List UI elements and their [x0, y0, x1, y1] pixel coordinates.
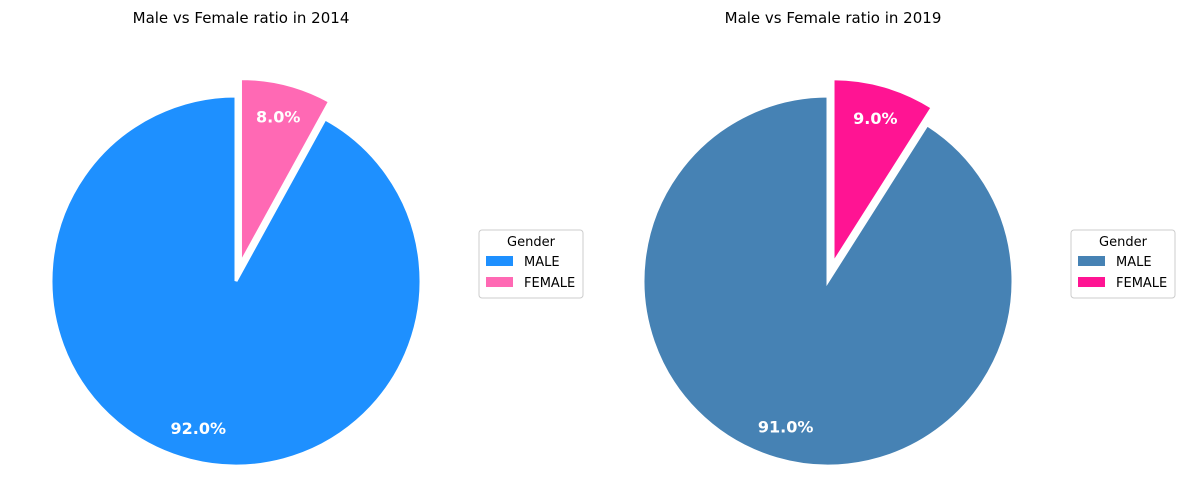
legend-title: Gender [1099, 235, 1148, 250]
legend-swatch-female [1078, 277, 1105, 287]
legend-title: Gender [507, 235, 556, 250]
pie-label-male: 92.0% [171, 419, 227, 438]
legend: Gender MALE FEMALE [478, 229, 584, 299]
legend-swatch-male [486, 256, 513, 266]
pie-labels: 92.0% 8.0% [171, 108, 301, 438]
pie-chart-2014: Male vs Female ratio in 2014 92.0% 8.0% G… [49, 9, 584, 468]
legend-items: MALE FEMALE [486, 255, 575, 291]
pie-slices [641, 77, 1015, 468]
chart-title: Male vs Female ratio in 2019 [725, 9, 942, 27]
pie-slice-female [831, 77, 935, 269]
legend-swatch-female [486, 277, 513, 287]
legend-swatch-male [1078, 256, 1105, 266]
pie-slice-female [238, 77, 332, 265]
legend-label-male: MALE [524, 255, 560, 270]
pie-slices [49, 77, 423, 468]
pie-chart-2019: Male vs Female ratio in 2019 91.0% 9.0% G… [641, 9, 1176, 468]
pie-slice-male [641, 94, 1015, 468]
legend-items: MALE FEMALE [1078, 255, 1167, 291]
legend: Gender MALE FEMALE [1070, 229, 1176, 299]
legend-label-female: FEMALE [1116, 276, 1167, 291]
chart-panel-2019: Male vs Female ratio in 2019 91.0% 9.0% G… [592, 0, 1184, 504]
chart-panel-2014: Male vs Female ratio in 2014 92.0% 8.0% G… [0, 0, 592, 504]
pie-label-male: 91.0% [758, 418, 814, 437]
legend-label-female: FEMALE [524, 276, 575, 291]
chart-title: Male vs Female ratio in 2014 [133, 9, 350, 27]
pie-label-female: 9.0% [853, 109, 897, 128]
pie-labels: 91.0% 9.0% [758, 109, 898, 437]
pie-slice-male [49, 94, 423, 468]
pie-label-female: 8.0% [256, 108, 300, 127]
legend-label-male: MALE [1116, 255, 1152, 270]
